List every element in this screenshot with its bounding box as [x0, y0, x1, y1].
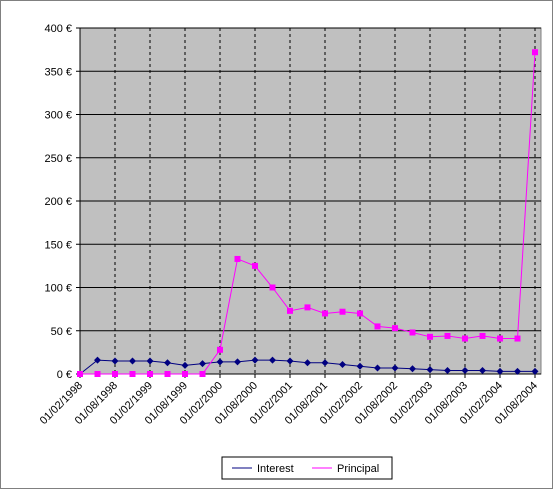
marker — [479, 367, 486, 375]
marker — [444, 332, 451, 339]
marker — [496, 367, 504, 375]
marker — [111, 357, 119, 365]
y-tick-label: 400 € — [44, 23, 72, 35]
y-tick-label: 350 € — [44, 66, 72, 78]
marker — [497, 335, 503, 342]
marker — [374, 323, 381, 330]
y-tick-label: 250 € — [44, 153, 72, 165]
marker — [339, 308, 346, 315]
marker — [199, 371, 206, 377]
marker — [374, 364, 381, 372]
marker — [339, 360, 346, 368]
marker — [252, 262, 258, 269]
marker — [304, 359, 311, 367]
y-tick-label: 0 € — [57, 369, 72, 381]
marker — [129, 371, 136, 377]
marker — [216, 358, 224, 366]
y-tick-label: 200 € — [44, 196, 72, 208]
legend-label: Interest — [257, 463, 294, 475]
marker — [391, 364, 399, 372]
marker — [129, 357, 136, 365]
marker — [164, 359, 171, 367]
marker — [357, 310, 363, 317]
marker — [322, 310, 328, 317]
y-tick-label: 100 € — [44, 283, 72, 295]
marker — [94, 356, 101, 364]
marker — [146, 357, 154, 365]
marker — [147, 371, 153, 377]
marker — [286, 357, 294, 365]
marker — [217, 346, 223, 353]
marker — [409, 329, 416, 336]
marks — [76, 49, 539, 472]
y-tick-label: 300 € — [44, 110, 72, 122]
marker — [112, 371, 118, 377]
marker — [269, 356, 276, 364]
marker — [479, 332, 486, 339]
marker — [462, 335, 468, 342]
marker — [356, 362, 364, 370]
marker — [427, 333, 433, 340]
marker — [234, 358, 241, 366]
marker — [514, 367, 521, 375]
marker — [182, 371, 188, 377]
y-tick-label: 50 € — [51, 326, 72, 338]
marker — [304, 304, 311, 311]
marker — [251, 356, 259, 364]
marker — [269, 284, 276, 291]
marker — [94, 371, 101, 377]
marker — [287, 307, 293, 314]
marker — [199, 360, 206, 368]
marker — [426, 366, 434, 374]
marker — [181, 361, 189, 369]
marker — [409, 365, 416, 373]
marker — [77, 371, 83, 377]
marker — [234, 255, 241, 262]
legend — [221, 456, 393, 480]
marker — [392, 325, 398, 332]
grid — [76, 27, 541, 378]
marker — [164, 371, 171, 377]
marker — [531, 367, 539, 375]
marker — [444, 367, 451, 375]
marker — [461, 367, 469, 375]
marker — [321, 359, 329, 367]
y-tick-label: 150 € — [44, 239, 72, 251]
marker — [532, 49, 538, 56]
marker — [514, 335, 521, 342]
legend-label: Principal — [337, 463, 379, 475]
